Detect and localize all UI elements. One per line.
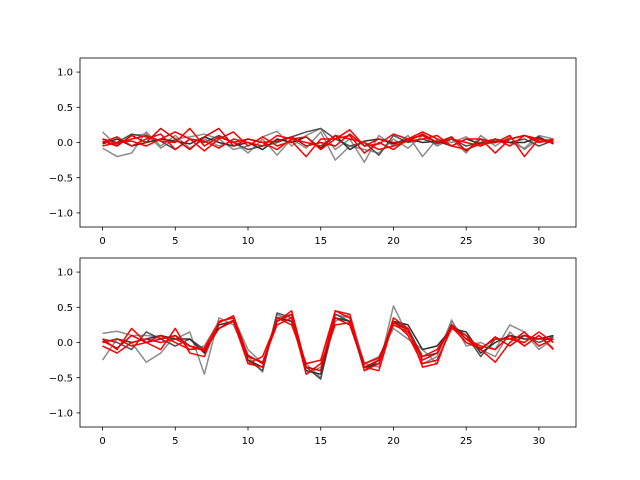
x-tick-label: 30 <box>533 236 546 247</box>
top-subplot: 0 5 10 15 20 25 30 −1.0 −0.5 0.0 0.5 1.0 <box>49 57 577 247</box>
x-tick-label: 20 <box>387 436 400 447</box>
x-tick-label: 20 <box>387 236 400 247</box>
y-tick-label: −0.5 <box>49 373 73 384</box>
x-tick-label: 25 <box>460 236 473 247</box>
series-line-6 <box>102 131 554 158</box>
y-tick-label: 0.0 <box>57 138 73 149</box>
y-tick-label: −0.5 <box>49 173 73 184</box>
x-tick-label: 5 <box>172 436 178 447</box>
x-tick-label: 0 <box>99 436 105 447</box>
x-tick-label: 30 <box>533 436 546 447</box>
x-tick-label: 5 <box>172 236 178 247</box>
x-tick-label: 15 <box>314 236 327 247</box>
x-tick-label: 15 <box>314 436 327 447</box>
y-tick-label: −1.0 <box>49 209 73 220</box>
y-tick-label: 0.5 <box>57 303 73 314</box>
y-tick-label: 1.0 <box>57 68 73 79</box>
x-tick-label: 25 <box>460 436 473 447</box>
series-line-7 <box>102 313 554 372</box>
y-tick-label: 0.5 <box>57 103 73 114</box>
bottom-subplot: 0 5 10 15 20 25 30 −1.0 −0.5 0.0 0.5 1.0 <box>49 257 577 447</box>
y-tick-label: 0.0 <box>57 338 73 349</box>
series-line-7 <box>102 127 554 152</box>
y-tick-label: −1.0 <box>49 409 73 420</box>
series-group <box>102 127 554 163</box>
x-tick-label: 0 <box>99 236 105 247</box>
x-tick-label: 10 <box>242 236 255 247</box>
x-tick-label: 10 <box>242 436 255 447</box>
y-tick-label: 1.0 <box>57 268 73 279</box>
series-line-4 <box>102 310 554 372</box>
series-group <box>101 305 554 380</box>
series-line-5 <box>102 131 554 158</box>
